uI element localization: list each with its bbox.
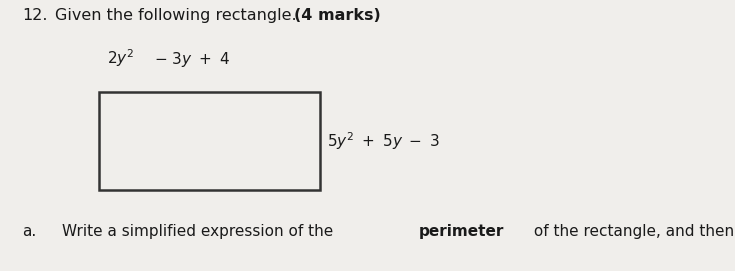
Text: a.: a. — [22, 224, 36, 238]
Text: $2y^2$: $2y^2$ — [107, 47, 134, 69]
Text: $5y^2\ +\ 5y\ -\ 3$: $5y^2\ +\ 5y\ -\ 3$ — [327, 130, 440, 152]
Bar — [99, 92, 320, 190]
Text: Write a simplified expression of the: Write a simplified expression of the — [62, 224, 339, 238]
Text: 12.: 12. — [22, 8, 48, 23]
Text: of the rectangle, and then evaluate: of the rectangle, and then evaluate — [529, 224, 735, 238]
Text: $-\ 3y\ +\ 4$: $-\ 3y\ +\ 4$ — [154, 50, 230, 69]
Text: (4 marks): (4 marks) — [294, 8, 381, 23]
Text: perimeter: perimeter — [419, 224, 504, 238]
Text: Given the following rectangle.: Given the following rectangle. — [55, 8, 302, 23]
